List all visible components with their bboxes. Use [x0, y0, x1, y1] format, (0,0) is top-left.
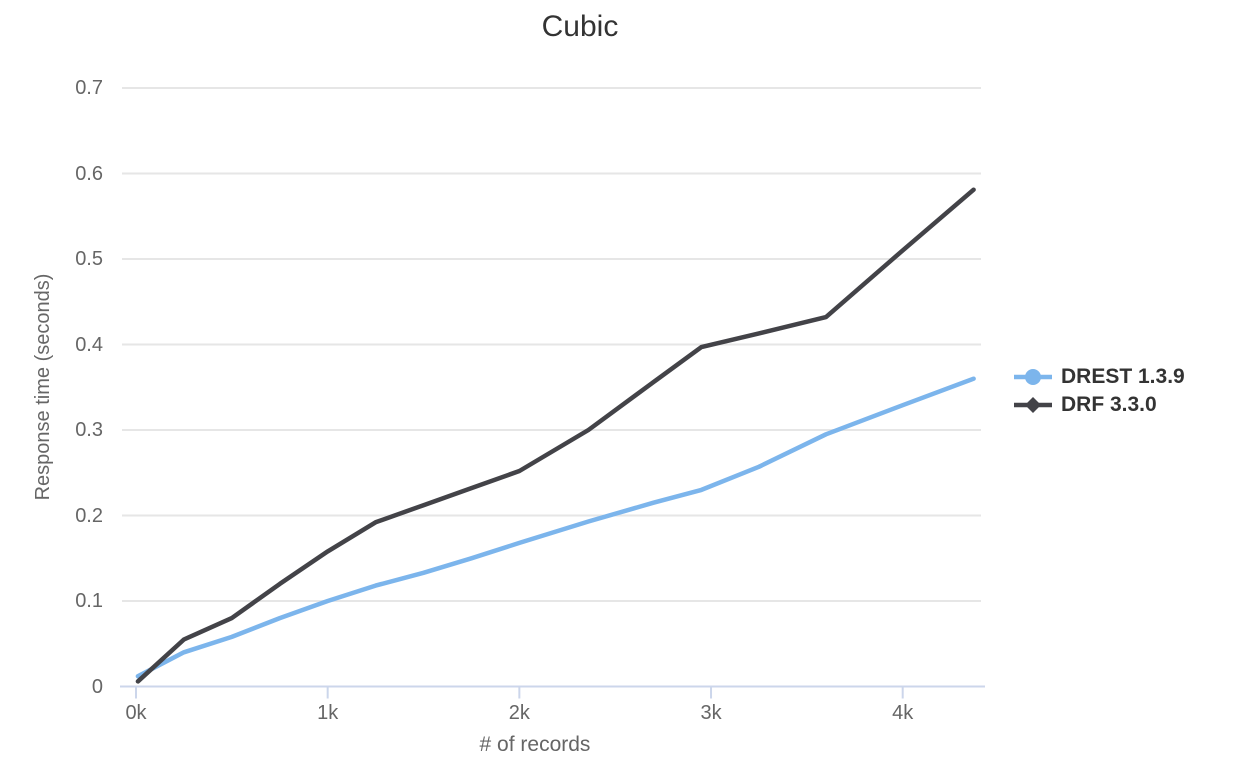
x-tick-label: 0k — [125, 702, 147, 724]
legend-item-drf-3-3-0[interactable]: DRF 3.3.0 — [1014, 392, 1185, 418]
y-tick-label: 0.5 — [75, 248, 103, 270]
x-tick-label: 4k — [892, 702, 914, 724]
x-tick-label: 2k — [508, 702, 530, 724]
diamond-marker-icon — [1014, 397, 1052, 413]
x-axis-title: # of records — [479, 733, 591, 756]
y-tick-label: 0 — [91, 675, 103, 698]
x-tick-label: 3k — [700, 702, 722, 724]
series-line-drest-1-3-9[interactable] — [135, 376, 976, 679]
legend-item-drest-1-3-9[interactable]: DREST 1.3.9 — [1014, 364, 1185, 390]
legend-label: DREST 1.3.9 — [1061, 365, 1185, 388]
y-tick-label: 0.1 — [75, 590, 103, 612]
legend: DREST 1.3.9 DRF 3.3.0 — [1014, 364, 1185, 418]
x-tick-label: 1k — [317, 702, 339, 724]
chart-title: Cubic — [541, 10, 619, 43]
legend-label: DRF 3.3.0 — [1061, 393, 1157, 416]
y-tick-label: 0.6 — [75, 162, 103, 185]
y-axis-title: Response time (seconds) — [32, 273, 54, 501]
series-line-drf-3-3-0[interactable] — [135, 187, 976, 684]
y-tick-label: 0.7 — [75, 77, 103, 99]
y-tick-label: 0.2 — [75, 504, 103, 527]
circle-marker-icon — [1014, 369, 1052, 385]
y-tick-label: 0.3 — [75, 419, 103, 441]
y-tick-label: 0.4 — [75, 333, 103, 356]
